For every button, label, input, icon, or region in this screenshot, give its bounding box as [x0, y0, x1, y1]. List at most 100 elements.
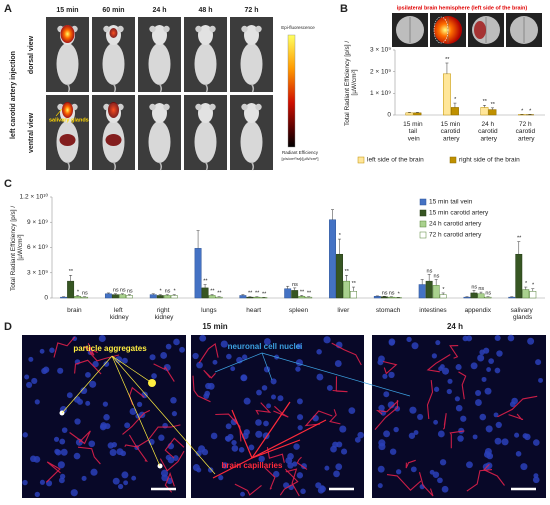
error-bar — [445, 62, 449, 74]
nucleus — [220, 340, 228, 348]
error-bar — [345, 275, 349, 282]
mouse-head — [244, 25, 259, 45]
nucleus — [406, 336, 412, 343]
signal — [60, 25, 75, 43]
nucleus — [417, 413, 424, 420]
view-label: dorsal view — [28, 35, 35, 74]
signal — [105, 134, 122, 146]
x-tick-label: appendix — [465, 307, 492, 314]
nucleus — [315, 482, 322, 489]
nucleus — [198, 445, 206, 453]
significance: * — [529, 108, 532, 114]
nucleus — [532, 476, 540, 484]
nucleus — [81, 475, 87, 481]
nucleus — [316, 373, 324, 381]
nucleus — [121, 357, 128, 364]
bar — [387, 296, 395, 299]
mouse-head — [244, 103, 259, 123]
nucleus — [354, 436, 361, 443]
nucleus — [24, 374, 30, 380]
nucleus — [33, 455, 41, 463]
capillary — [74, 359, 102, 375]
bar — [305, 296, 313, 299]
nucleus — [457, 435, 464, 442]
nucleus — [441, 367, 450, 375]
nucleus — [324, 465, 330, 471]
nucleus — [509, 401, 516, 408]
view-label: ventral view — [28, 112, 35, 153]
nucleus — [394, 405, 401, 412]
nucleus — [230, 418, 238, 426]
significance: ** — [203, 278, 208, 284]
nucleus — [501, 438, 509, 446]
bar — [201, 287, 209, 299]
error-bar — [120, 293, 124, 295]
nucleus — [160, 352, 168, 359]
legend-label: right side of the brain — [459, 157, 520, 164]
error-bar — [420, 279, 424, 285]
nucleus — [34, 491, 40, 498]
nucleus — [89, 380, 97, 388]
capillary — [374, 400, 398, 430]
mouse-ear — [195, 103, 202, 111]
nucleus — [26, 381, 33, 388]
nucleus — [258, 455, 265, 463]
significance: ** — [217, 291, 222, 297]
y-tick-label: 1.2 × 10¹⁰ — [20, 193, 49, 201]
panel-label: B — [340, 3, 348, 15]
signal — [108, 102, 119, 118]
y-axis-label: Total Radiant Efficiency [p/s] / [µW/cm²… — [9, 204, 23, 291]
nucleus — [447, 378, 453, 384]
bar — [463, 296, 471, 299]
significance: ns — [471, 284, 477, 290]
nucleus — [348, 407, 356, 414]
significance: ** — [491, 102, 496, 108]
nucleus — [297, 425, 303, 431]
bar — [246, 296, 254, 299]
mouse-ear — [255, 103, 262, 111]
x-tick-label: 15 min carotid artery — [441, 121, 462, 142]
significance: ns — [120, 288, 126, 294]
nucleus — [103, 414, 110, 421]
nucleus — [524, 433, 531, 441]
significance: ns — [113, 288, 119, 294]
significance: ** — [300, 289, 305, 295]
time-label: 60 min — [102, 7, 124, 14]
x-tick-label: brain — [67, 307, 82, 314]
significance: * — [173, 289, 176, 295]
capillary — [458, 371, 467, 400]
chart-title: ipsilateral brain hemisphere (left side … — [397, 5, 528, 11]
bar — [170, 295, 178, 299]
bar — [343, 280, 350, 299]
significance: ns — [292, 282, 298, 288]
nucleus — [520, 463, 528, 471]
pointer — [111, 355, 161, 467]
mouse-body — [194, 43, 217, 85]
nucleus — [34, 399, 40, 405]
nucleus — [388, 339, 395, 346]
error-bar — [241, 294, 245, 296]
nucleus — [466, 461, 473, 469]
nucleus — [131, 475, 137, 481]
nucleus — [49, 347, 55, 353]
nucleus — [149, 354, 156, 361]
nucleus — [515, 451, 522, 457]
legend-swatch — [419, 198, 427, 206]
mouse-head — [198, 103, 213, 123]
bar — [373, 296, 381, 299]
pointer — [261, 352, 411, 397]
nucleus — [243, 397, 251, 405]
capillary — [483, 463, 505, 486]
bar — [156, 295, 164, 299]
capillary — [386, 474, 422, 491]
annotation: neuronal cell nuclei — [228, 342, 303, 351]
nucleus — [261, 385, 268, 391]
capillary — [234, 483, 262, 496]
capillary — [148, 424, 181, 440]
bar — [215, 296, 223, 299]
bar — [425, 280, 433, 299]
significance: ns — [127, 289, 133, 295]
capillary — [449, 430, 465, 449]
capillary — [449, 345, 459, 359]
mouse-tail — [158, 161, 163, 171]
